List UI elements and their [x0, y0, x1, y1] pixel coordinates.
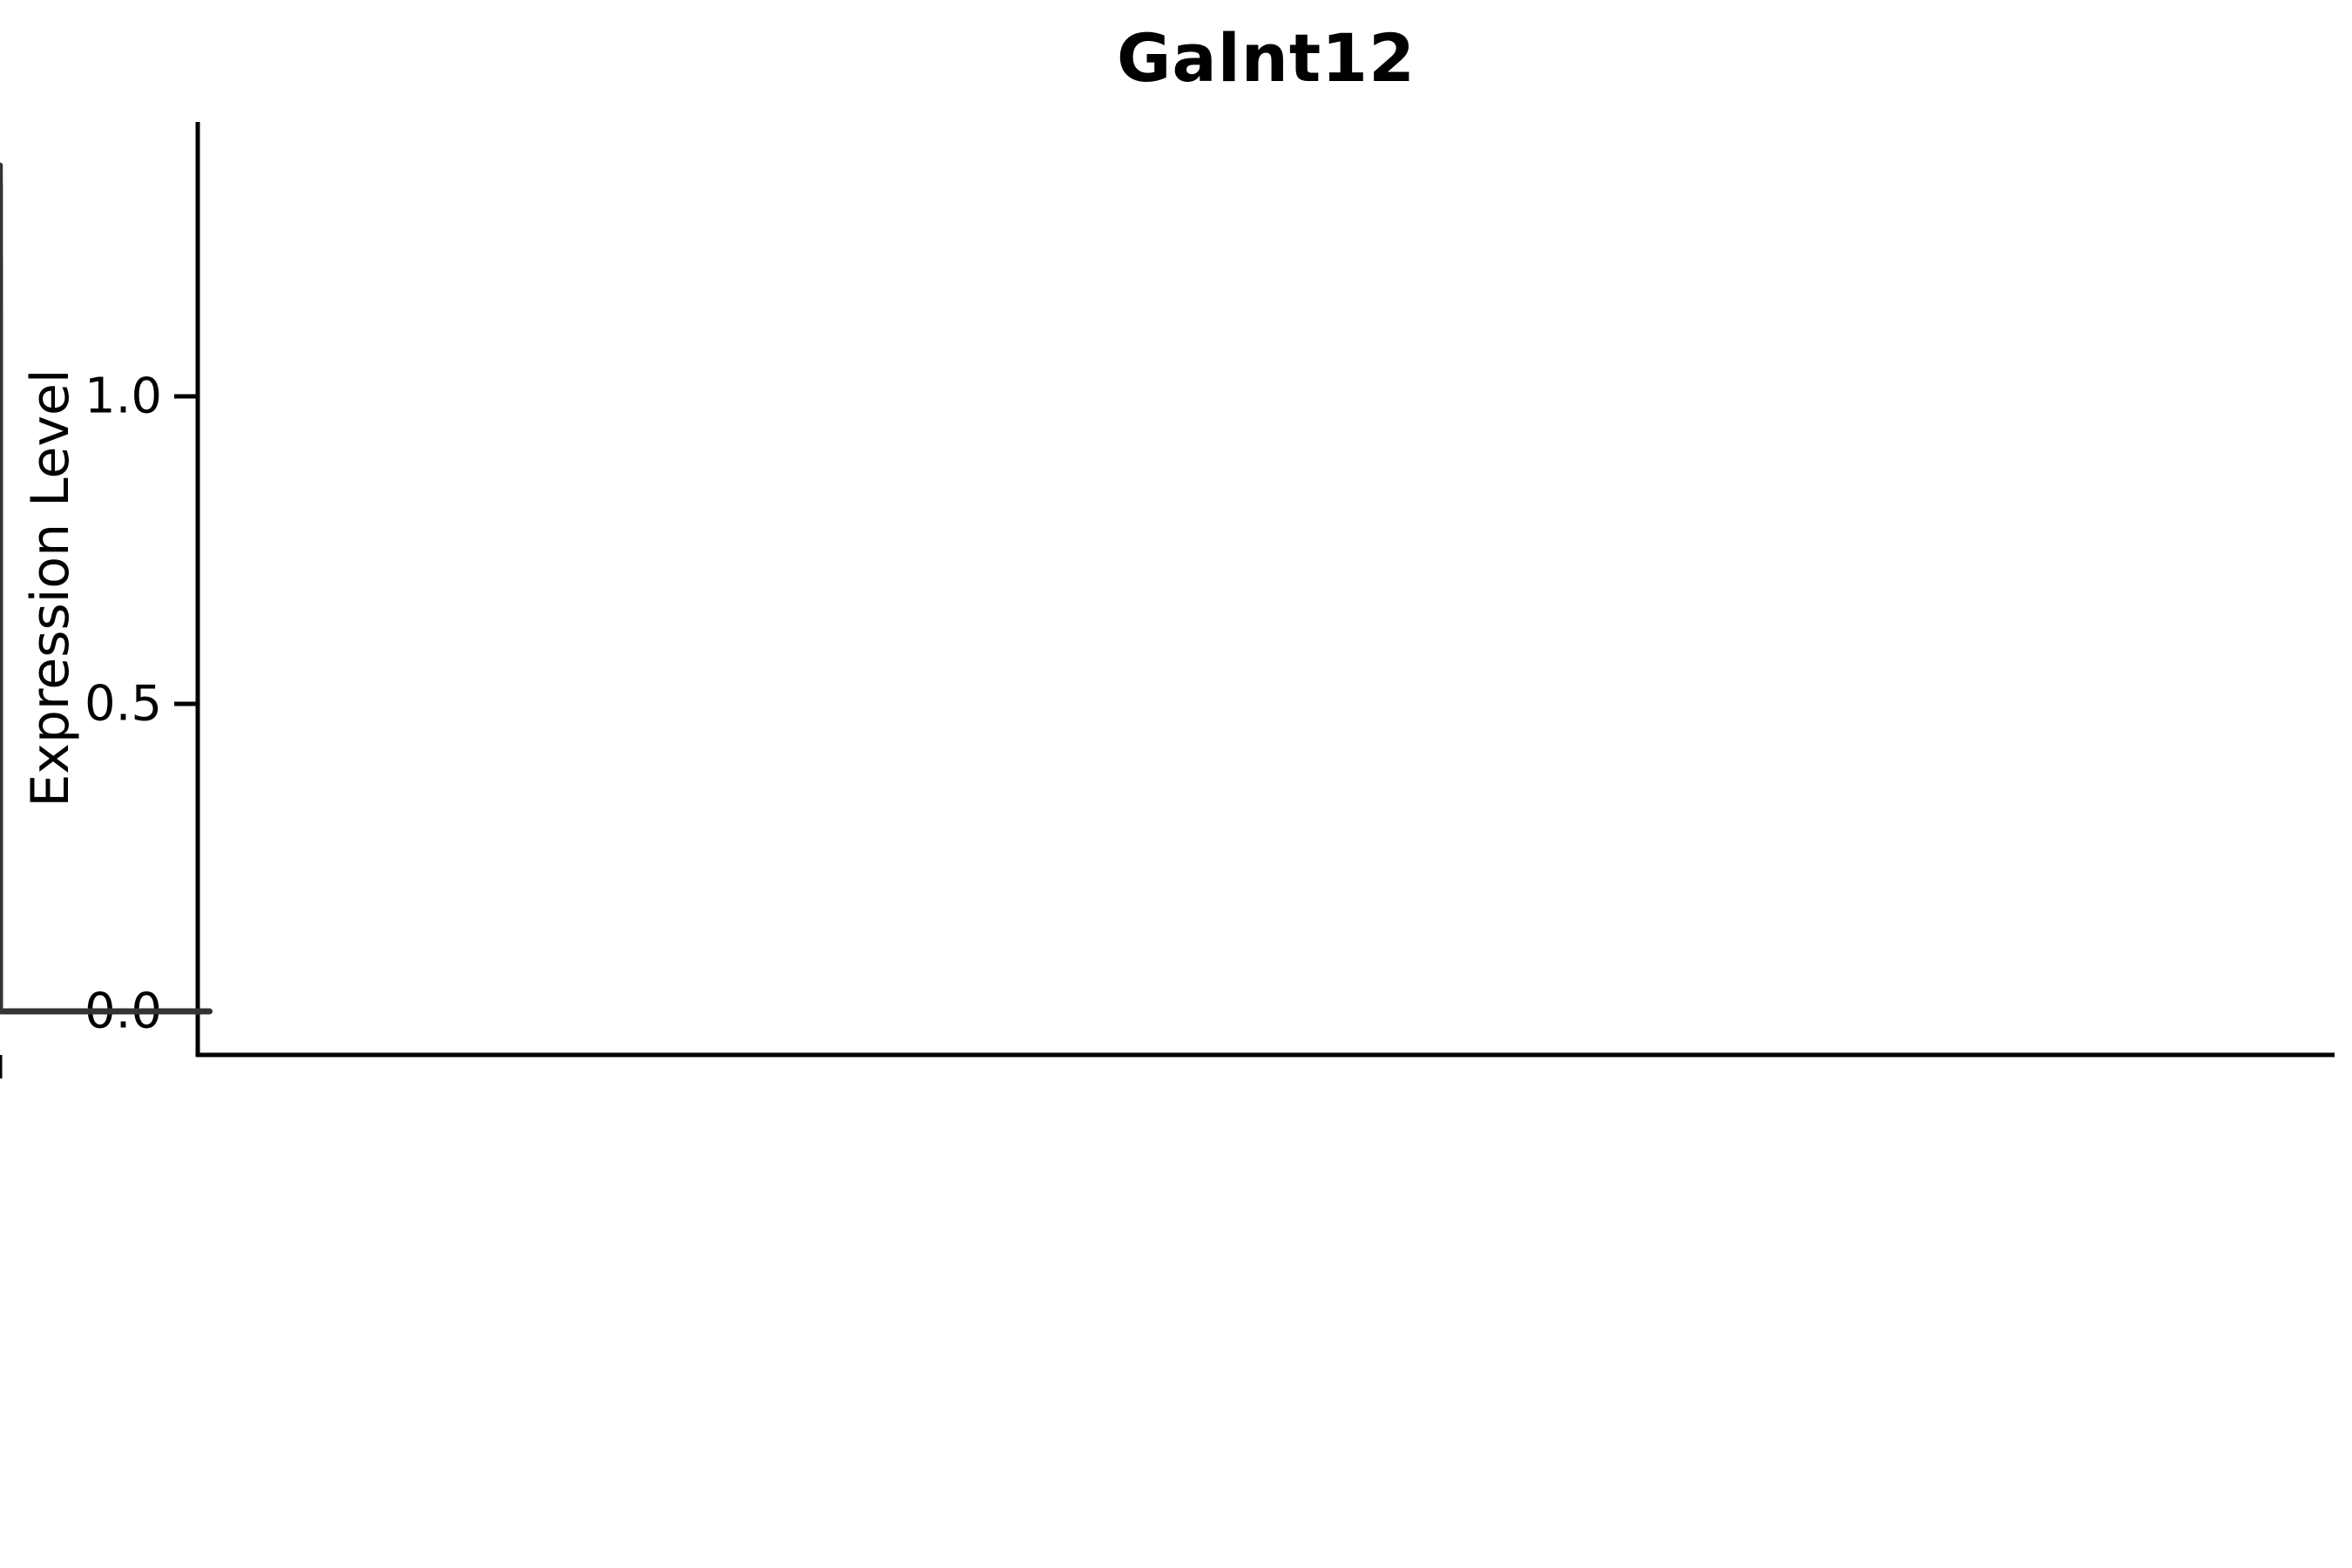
y-tick-label: 0.5	[84, 676, 162, 733]
y-tick-label: 1.0	[84, 368, 162, 425]
page-title: Galnt12	[1117, 19, 1416, 97]
violin-base-17	[0, 1008, 108, 1015]
